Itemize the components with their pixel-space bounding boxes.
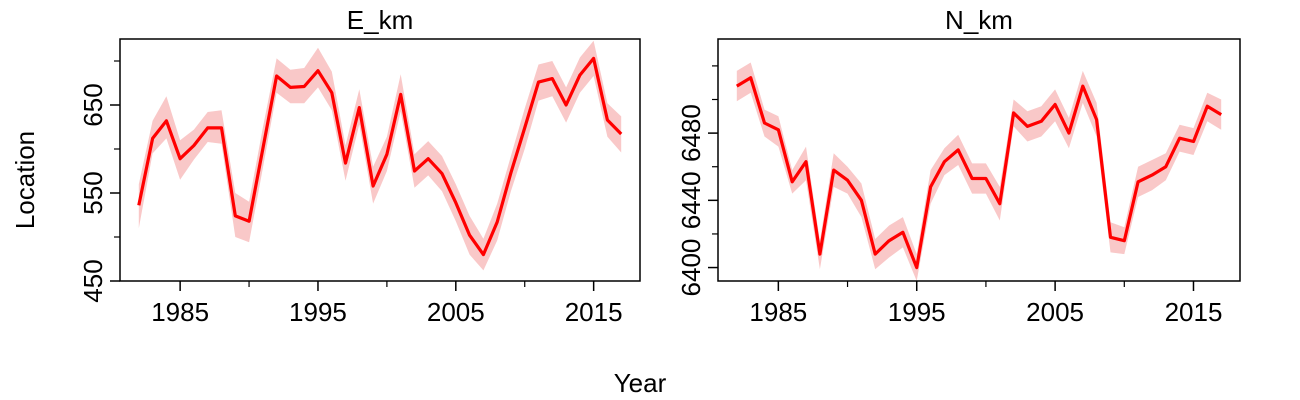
panel-title-n-km: N_km bbox=[945, 5, 1013, 35]
plot-frame-e-km bbox=[119, 38, 641, 282]
x-tick-label-e-km: 2015 bbox=[565, 297, 623, 327]
panel-title-e-km: E_km bbox=[347, 5, 413, 35]
panel-e-km: E_km 1985 1995 2005 2015 450 550 650 bbox=[78, 5, 641, 327]
x-tick-label-e-km: 2005 bbox=[427, 297, 485, 327]
x-tick-label-n-km: 2015 bbox=[1165, 297, 1223, 327]
series-line-e-km bbox=[137, 56, 623, 257]
x-tick-label-n-km: 1985 bbox=[749, 297, 807, 327]
x-tick-label-n-km: 2005 bbox=[1026, 297, 1084, 327]
y-tick-label-e-km: 450 bbox=[78, 259, 108, 302]
confidence-band-n-km bbox=[736, 62, 1222, 281]
x-tick-label-n-km: 1995 bbox=[888, 297, 946, 327]
panel-n-km: N_km 1985 1995 2005 2015 6400 6440 6480 bbox=[676, 5, 1241, 327]
plot-frame-n-km bbox=[717, 38, 1241, 282]
y-tick-label-n-km: 6400 bbox=[676, 239, 706, 297]
y-tick-label-n-km: 6440 bbox=[676, 171, 706, 229]
confidence-band-e-km bbox=[138, 40, 622, 271]
x-tick-label-e-km: 1985 bbox=[151, 297, 209, 327]
series-line-n-km bbox=[735, 76, 1223, 270]
y-axis-label: Location bbox=[10, 131, 40, 229]
y-tick-label-e-km: 550 bbox=[78, 171, 108, 214]
x-tick-label-e-km: 1995 bbox=[289, 297, 347, 327]
x-axis-label: Year bbox=[614, 368, 667, 398]
y-tick-label-e-km: 650 bbox=[78, 83, 108, 126]
y-tick-label-n-km: 6480 bbox=[676, 104, 706, 162]
